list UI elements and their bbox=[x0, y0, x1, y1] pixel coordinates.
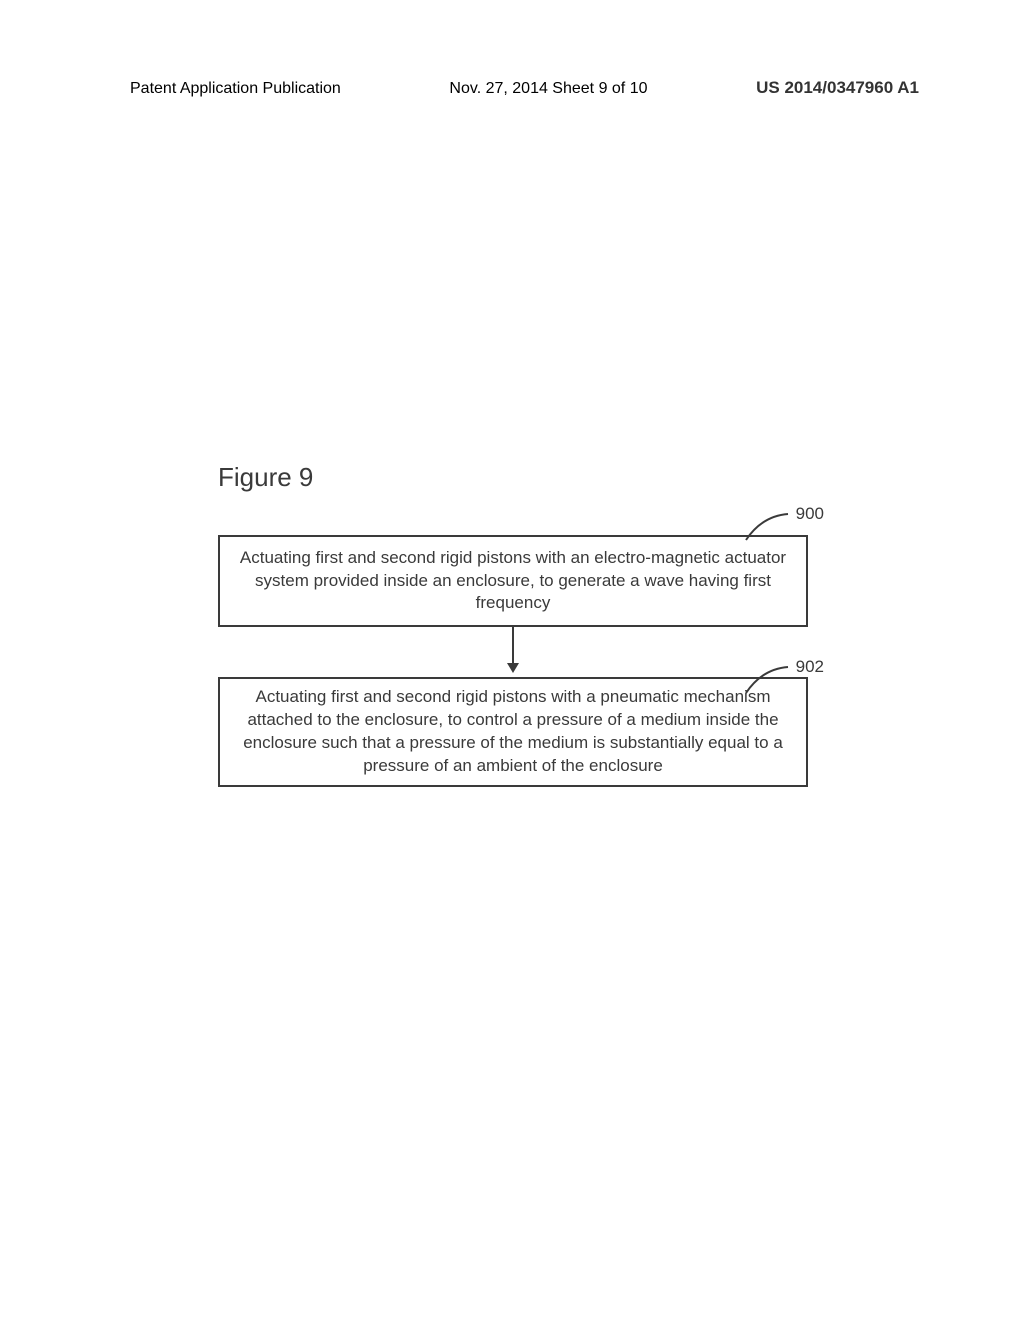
arrow-line bbox=[512, 627, 514, 665]
callout-900: 900 bbox=[744, 510, 824, 540]
callout-902: 902 bbox=[744, 663, 824, 693]
ref-label-900: 900 bbox=[796, 504, 824, 524]
flowchart-arrow bbox=[218, 627, 808, 677]
header-publication-type: Patent Application Publication bbox=[130, 80, 341, 98]
node-text-900: Actuating first and second rigid pistons… bbox=[238, 547, 788, 616]
flowchart-diagram: 900 Actuating first and second rigid pis… bbox=[218, 535, 808, 787]
flowchart-node-902: Actuating first and second rigid pistons… bbox=[218, 677, 808, 787]
ref-label-902: 902 bbox=[796, 657, 824, 677]
figure-label: Figure 9 bbox=[218, 462, 313, 493]
node-text-902: Actuating first and second rigid pistons… bbox=[238, 686, 788, 778]
callout-line-902 bbox=[744, 663, 794, 693]
arrow-head-icon bbox=[507, 663, 519, 673]
page-header: Patent Application Publication Nov. 27, … bbox=[0, 78, 1024, 98]
flowchart-node-900: Actuating first and second rigid pistons… bbox=[218, 535, 808, 627]
header-date-sheet: Nov. 27, 2014 Sheet 9 of 10 bbox=[449, 80, 647, 98]
header-document-id: US 2014/0347960 A1 bbox=[756, 78, 919, 98]
callout-line-900 bbox=[744, 510, 794, 540]
